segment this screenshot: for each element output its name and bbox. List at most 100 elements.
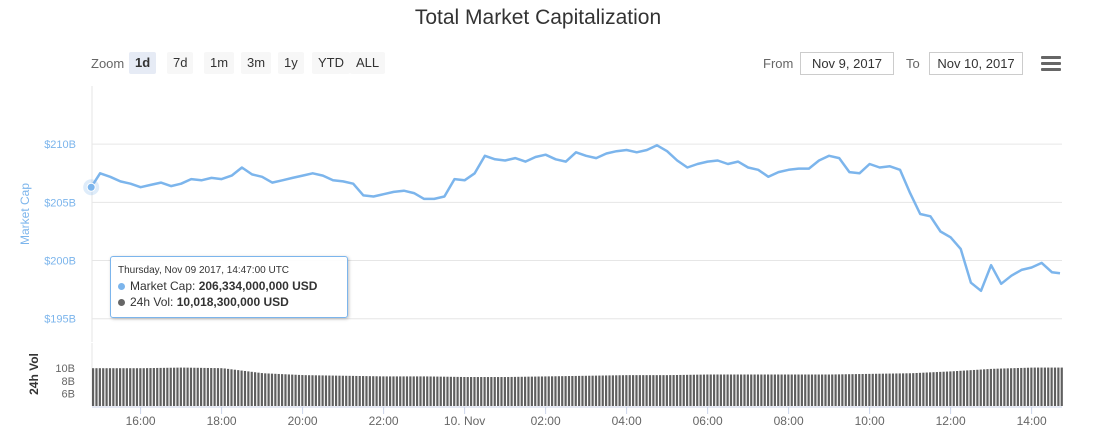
vol-bar <box>409 376 412 406</box>
vol-bar <box>770 374 773 406</box>
vol-bar <box>1040 367 1043 406</box>
vol-bar <box>166 367 169 406</box>
vol-bar <box>642 375 645 406</box>
vol-bar <box>983 369 986 406</box>
vol-bar <box>898 373 901 406</box>
vol-bar <box>780 374 783 406</box>
vol-bar <box>824 374 827 406</box>
vol-bar <box>132 368 135 406</box>
vol-bar <box>1043 367 1046 406</box>
vol-bar <box>341 375 344 406</box>
vol-bar <box>679 374 682 406</box>
from-date-input[interactable]: Nov 9, 2017 <box>800 52 894 75</box>
vol-bar <box>277 373 280 406</box>
vol-bar <box>527 376 530 406</box>
vol-bar <box>864 373 868 406</box>
vol-bar <box>223 368 226 406</box>
vol-bar <box>996 368 999 406</box>
vol-bar <box>395 376 398 406</box>
vol-bar <box>736 374 739 406</box>
vol-bar <box>628 375 631 406</box>
vol-bar <box>1013 368 1016 406</box>
vol-tick-label: 6B <box>62 388 75 400</box>
vol-bar <box>740 374 743 406</box>
zoom-7d-button[interactable]: 7d <box>167 52 194 74</box>
x-tick-label: 18:00 <box>207 414 237 428</box>
x-tick-label: 20:00 <box>288 414 318 428</box>
vol-bar <box>331 375 334 406</box>
zoom-3m-button[interactable]: 3m <box>241 52 272 74</box>
vol-bar <box>206 367 209 406</box>
tooltip-mcap-label: Market Cap: <box>130 279 196 293</box>
vol-bar <box>213 368 216 406</box>
vol-bar <box>459 376 463 406</box>
vol-bar <box>564 376 567 406</box>
vol-bar <box>210 368 213 406</box>
vol-bar <box>432 376 436 406</box>
vol-bar <box>287 374 290 406</box>
vol-bar <box>807 374 810 406</box>
zoom-1d-button[interactable]: 1d <box>129 52 157 74</box>
to-label: To <box>906 56 920 71</box>
mcap-dot-icon <box>118 283 125 290</box>
vol-bar <box>318 375 321 406</box>
vol-bar <box>709 374 712 406</box>
y-tick-label: $210B <box>44 139 76 151</box>
vol-bar <box>655 375 658 406</box>
vol-bar <box>426 376 429 406</box>
vol-bar <box>358 376 361 406</box>
to-date-input[interactable]: Nov 10, 2017 <box>929 52 1023 75</box>
vol-bar <box>243 370 247 406</box>
vol-bar <box>885 373 888 406</box>
vol-bar <box>702 374 706 406</box>
vol-bar <box>139 368 142 406</box>
vol-bar <box>723 374 726 406</box>
x-tick-label: 06:00 <box>693 414 723 428</box>
vol-bar <box>1050 367 1053 406</box>
vol-bar <box>551 376 554 406</box>
vol-bar <box>203 367 206 406</box>
vol-bar <box>122 368 125 406</box>
vol-bar <box>149 368 152 406</box>
vol-bar <box>308 375 311 406</box>
vol-bar <box>777 374 780 406</box>
vol-bar <box>216 368 220 406</box>
hamburger-menu-icon[interactable] <box>1041 56 1061 72</box>
vol-bar <box>419 376 422 406</box>
vol-bar <box>571 375 574 406</box>
x-tick-label: 16:00 <box>126 414 156 428</box>
vol-bar <box>672 375 675 406</box>
vol-bar <box>814 374 817 406</box>
vol-bar <box>378 376 382 406</box>
vol-bar <box>952 371 955 406</box>
vol-bar <box>324 375 328 406</box>
zoom-1y-button[interactable]: 1y <box>278 52 304 74</box>
vol-bar <box>385 376 388 406</box>
vol-bar <box>659 375 662 406</box>
vol-bar <box>821 374 824 406</box>
vol-bar <box>729 374 733 406</box>
vol-bar <box>490 377 493 406</box>
vol-bar <box>594 375 598 406</box>
vol-bar <box>115 368 118 406</box>
vol-bar <box>648 375 652 406</box>
vol-bar <box>605 375 608 406</box>
zoom-all-button[interactable]: ALL <box>350 52 386 74</box>
vol-bar <box>632 375 635 406</box>
vol-bar <box>159 367 162 406</box>
vol-bar <box>972 369 976 406</box>
vol-bar <box>254 372 257 406</box>
vol-bar <box>638 375 641 406</box>
vol-bar <box>237 370 240 406</box>
vol-bar <box>392 376 395 406</box>
vol-bar <box>399 376 402 406</box>
vol-bar <box>176 367 179 406</box>
zoom-1m-button[interactable]: 1m <box>204 52 235 74</box>
vol-bar <box>800 374 803 406</box>
zoom-ytd-button[interactable]: YTD <box>312 52 350 74</box>
vol-bar <box>794 374 797 406</box>
tooltip-date: Thursday, Nov 09 2017, 14:47:00 UTC <box>118 265 290 276</box>
vol-bar <box>790 374 793 406</box>
vol-bar <box>621 375 625 406</box>
vol-bar <box>102 368 105 406</box>
